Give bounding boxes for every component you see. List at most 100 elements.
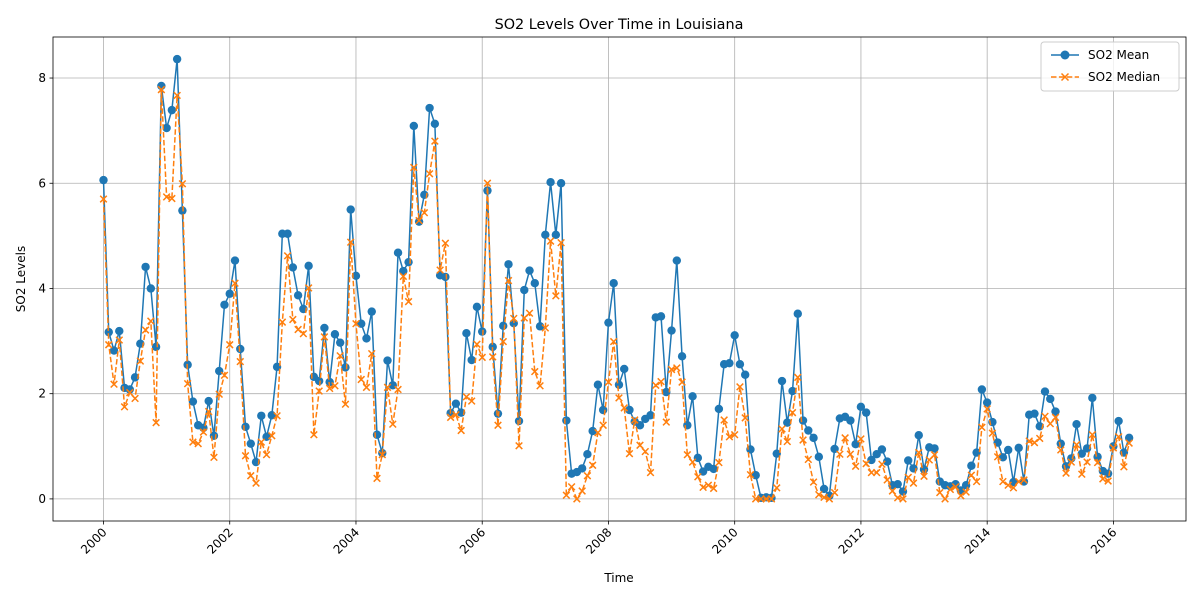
data-point bbox=[814, 452, 824, 462]
data-point bbox=[199, 428, 208, 436]
data-point bbox=[173, 91, 181, 100]
data-point bbox=[204, 407, 213, 416]
data-point bbox=[1093, 458, 1102, 467]
data-point bbox=[109, 346, 119, 355]
data-point bbox=[772, 484, 781, 492]
data-point bbox=[520, 285, 529, 295]
data-point bbox=[436, 266, 444, 274]
data-point bbox=[525, 309, 534, 318]
data-point bbox=[183, 379, 192, 388]
data-point bbox=[688, 458, 697, 466]
data-point bbox=[699, 483, 707, 492]
data-point bbox=[620, 404, 629, 412]
data-point bbox=[189, 438, 197, 446]
data-point bbox=[804, 455, 813, 464]
data-point bbox=[99, 175, 108, 185]
data-point bbox=[215, 390, 224, 399]
data-point bbox=[662, 418, 671, 426]
series-0 bbox=[99, 54, 1134, 503]
data-point bbox=[819, 484, 829, 494]
data-point bbox=[299, 329, 308, 338]
data-point bbox=[788, 386, 797, 396]
data-point bbox=[609, 279, 618, 288]
data-point bbox=[899, 495, 907, 503]
data-point bbox=[557, 238, 565, 247]
data-point bbox=[320, 333, 329, 341]
data-point bbox=[604, 318, 613, 327]
data-point bbox=[872, 468, 881, 477]
data-point bbox=[799, 436, 807, 444]
data-point bbox=[583, 449, 592, 459]
data-point bbox=[1088, 393, 1097, 403]
data-point bbox=[478, 327, 487, 336]
data-point bbox=[978, 423, 986, 432]
data-point bbox=[1104, 477, 1112, 485]
data-point bbox=[336, 351, 345, 360]
data-point bbox=[546, 237, 555, 245]
data-point bbox=[467, 397, 476, 405]
data-point bbox=[914, 431, 923, 440]
data-point bbox=[409, 121, 419, 131]
data-point bbox=[982, 398, 992, 407]
data-point bbox=[178, 179, 187, 188]
data-point bbox=[120, 403, 129, 411]
data-point bbox=[793, 373, 802, 382]
data-point bbox=[241, 451, 250, 460]
data-point bbox=[836, 450, 844, 459]
data-point bbox=[862, 459, 870, 468]
data-point bbox=[772, 449, 781, 458]
data-point bbox=[909, 479, 918, 487]
data-point bbox=[709, 464, 718, 474]
data-point bbox=[725, 432, 734, 441]
data-point bbox=[646, 411, 655, 420]
data-point bbox=[861, 408, 871, 417]
data-point bbox=[1067, 458, 1076, 466]
data-point bbox=[1014, 477, 1023, 486]
data-point bbox=[130, 373, 140, 382]
data-point bbox=[504, 276, 513, 285]
data-point bbox=[588, 461, 597, 470]
data-point bbox=[425, 169, 434, 178]
data-point bbox=[499, 321, 508, 331]
data-point bbox=[704, 481, 713, 490]
data-point bbox=[562, 416, 571, 425]
data-point bbox=[967, 471, 976, 480]
data-point bbox=[935, 488, 944, 497]
data-point bbox=[830, 488, 839, 497]
data-point bbox=[877, 445, 887, 454]
data-point bbox=[125, 388, 134, 397]
data-point bbox=[157, 85, 166, 94]
data-point bbox=[420, 208, 429, 217]
data-point bbox=[1056, 446, 1065, 454]
data-point bbox=[951, 482, 960, 491]
data-point bbox=[709, 484, 718, 493]
data-point bbox=[741, 414, 750, 422]
data-point bbox=[457, 426, 465, 435]
data-point bbox=[372, 430, 382, 439]
data-point bbox=[920, 472, 928, 481]
data-point bbox=[846, 450, 855, 459]
y-tick-label: 6 bbox=[38, 176, 46, 190]
data-point bbox=[162, 193, 171, 201]
data-point bbox=[593, 380, 603, 389]
data-point bbox=[236, 357, 245, 366]
data-point bbox=[310, 430, 318, 439]
data-point bbox=[230, 256, 240, 265]
data-point bbox=[335, 338, 345, 347]
data-point bbox=[278, 318, 287, 326]
data-point bbox=[846, 416, 855, 425]
plot-frame bbox=[52, 36, 1187, 522]
data-point bbox=[1020, 476, 1028, 484]
data-point bbox=[662, 387, 671, 397]
data-point bbox=[172, 54, 182, 64]
y-axis-title: SO2 Levels bbox=[14, 246, 28, 312]
y-tick-label: 0 bbox=[38, 492, 46, 506]
data-point bbox=[246, 439, 255, 448]
y-tick-label: 8 bbox=[38, 71, 46, 85]
data-point bbox=[1040, 387, 1050, 396]
data-point bbox=[409, 163, 418, 172]
data-point bbox=[615, 394, 623, 402]
data-point bbox=[194, 439, 203, 448]
data-point bbox=[304, 261, 313, 271]
data-point bbox=[383, 383, 392, 392]
